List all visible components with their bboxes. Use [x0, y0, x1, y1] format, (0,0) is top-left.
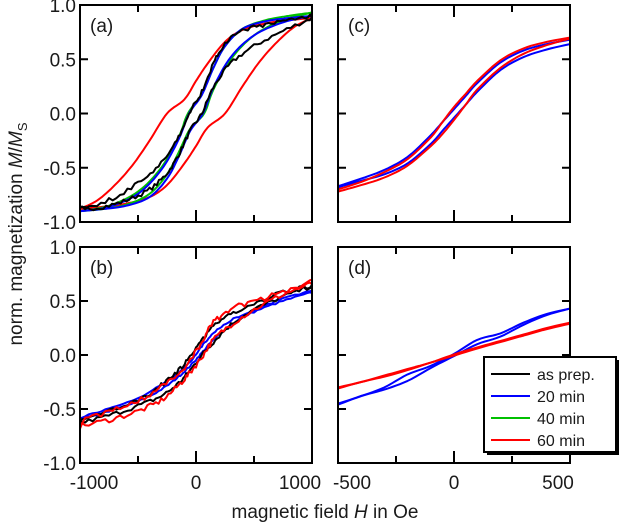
x-tick-label: 0 [449, 473, 460, 494]
legend-label-min40: 40 min [537, 411, 585, 428]
legend-label-min20: 20 min [537, 389, 585, 406]
panel-a: -1.0 -0.5 0.0 0.5 1.0 (a) [43, 0, 313, 234]
panel-a-curves [80, 11, 312, 213]
x-axis-title-h: H [354, 502, 368, 523]
series-min20-descending-panel-b [80, 289, 312, 419]
y-tick-label: -0.5 [43, 159, 76, 180]
series-min60-descending-panel-c [338, 36, 570, 191]
legend-box [483, 356, 617, 453]
series-min60-descending-panel-b [80, 278, 312, 425]
series-min60-ascending-panel-a [80, 17, 312, 210]
y-tick-label: 1.0 [50, 238, 76, 259]
series-as_prep-ascending-panel-b [80, 285, 312, 425]
panel-label-c: (c) [348, 16, 370, 37]
panels-layer: -1.0 -0.5 0.0 0.5 1.0 (a) -1.0 -0.5 0.0 0.5 1.0 -10… [43, 0, 574, 494]
series-as_prep-descending-panel-b [80, 283, 312, 423]
y-tick-label: -1.0 [43, 213, 76, 234]
x-tick-label: 0 [191, 473, 202, 494]
y-axis-title-m: M [6, 152, 27, 168]
panel-d: -500 0 500 (d) [333, 246, 574, 494]
series-min20-ascending-panel-a [80, 14, 312, 213]
series-min20-ascending-panel-c [338, 43, 570, 189]
series-min20-descending-panel-c [338, 38, 570, 188]
series-min60-ascending-panel-b [80, 281, 312, 430]
x-tick-label: -1000 [70, 473, 119, 494]
series-min60-descending-panel-a [80, 17, 312, 210]
y-axis-title-prefix: norm. magnetization [6, 168, 27, 345]
panel-c-curves [338, 36, 570, 193]
series-min60-ascending-panel-d [338, 322, 570, 390]
y-tick-label: 0.5 [50, 50, 76, 71]
legend-label-as_prep: as prep. [537, 367, 595, 384]
x-tick-label: -500 [333, 473, 371, 494]
x-axis-title-prefix: magnetic field [232, 502, 355, 523]
x-tick-label: 1000 [279, 473, 321, 494]
y-axis-title-ms: M [6, 131, 27, 147]
panel-b-curves [80, 278, 312, 430]
y-axis-title-subscript: S [15, 122, 30, 131]
panel-c-frame [337, 4, 571, 223]
series-min60-ascending-panel-c [338, 37, 570, 193]
panel-d-curves [338, 307, 570, 406]
x-axis-title-suffix: in Oe [368, 502, 419, 523]
y-axis-title-slash: / [6, 146, 27, 152]
series-min20-descending-panel-a [80, 14, 312, 213]
y-axis-title: norm. magnetization M/MS [6, 122, 30, 345]
panel-label-d: (d) [348, 258, 371, 279]
y-tick-label: -0.5 [43, 400, 76, 421]
panel-label-a: (a) [90, 16, 113, 37]
y-tick-label: 0.5 [50, 292, 76, 313]
y-tick-label: 1.0 [50, 0, 76, 17]
legend-label-min60: 60 min [537, 433, 585, 450]
legend-entries: as prep. 20 min 40 min 60 min [491, 367, 595, 450]
series-as_prep-descending-panel-a [80, 13, 312, 211]
panel-a-frame [79, 4, 313, 223]
y-tick-label: -1.0 [43, 454, 76, 475]
x-axis-title: magnetic field H in Oe [232, 502, 419, 523]
panel-b: -1.0 -0.5 0.0 0.5 1.0 -1000 0 1000 (b) [43, 238, 321, 494]
panel-label-b: (b) [90, 258, 113, 279]
y-tick-label: 0.0 [50, 346, 76, 367]
legend: as prep. 20 min 40 min 60 min [483, 356, 619, 455]
y-tick-label: 0.0 [50, 105, 76, 126]
series-as_prep-ascending-panel-a [80, 16, 312, 212]
panel-c: (c) [337, 4, 571, 223]
x-tick-label: 500 [542, 473, 574, 494]
